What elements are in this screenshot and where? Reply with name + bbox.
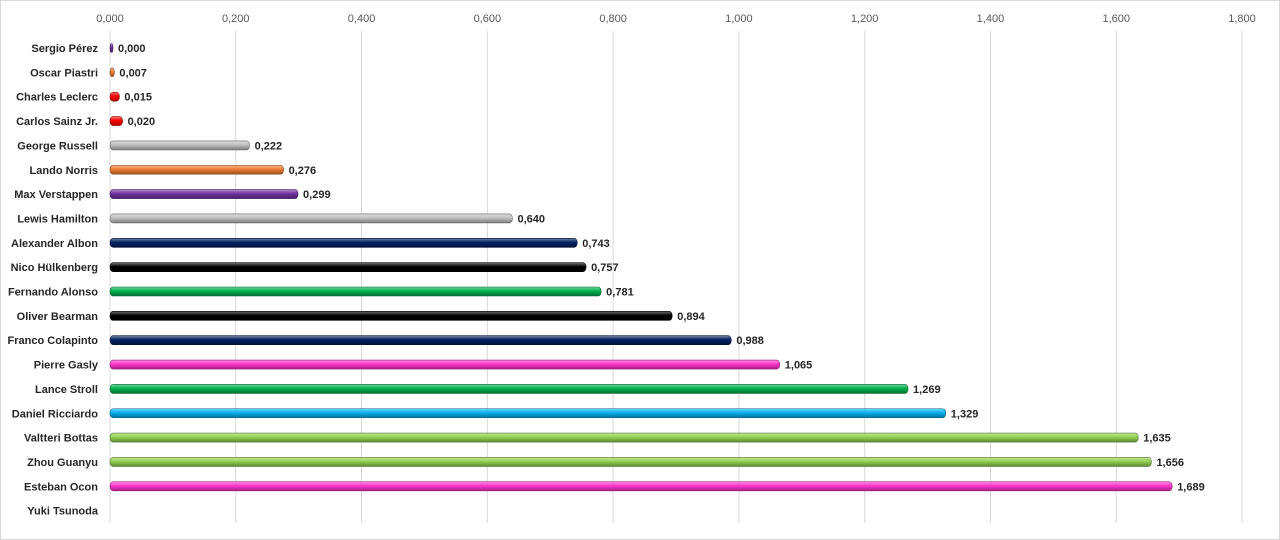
- bar-max-verstappen: [109, 189, 299, 199]
- data-labels: 0,000 0,007 0,015 0,020 0,222 0,276 0,299 0,640…: [118, 43, 1205, 493]
- bar-fernando-alonso: [109, 286, 602, 297]
- category-label: Nico Hülkenberg: [11, 262, 98, 274]
- data-label: 0,894: [677, 311, 705, 323]
- data-label: 0,000: [118, 43, 146, 55]
- category-label: Alexander Albon: [11, 238, 98, 250]
- category-label: Valtteri Bottas: [24, 433, 98, 445]
- data-label: 0,007: [119, 67, 147, 79]
- data-label: 0,757: [591, 262, 619, 274]
- data-label: 0,276: [289, 165, 317, 177]
- category-label: Sergio Pérez: [31, 43, 98, 55]
- x-tick-label: 1,800: [1228, 13, 1256, 25]
- bar-daniel-ricciardo: [109, 408, 947, 419]
- data-label: 1,656: [1156, 457, 1184, 469]
- x-tick-label: 0,800: [599, 13, 627, 25]
- bars: [109, 43, 1173, 492]
- bar-lance-stroll: [109, 384, 909, 394]
- x-tick-label: 0,400: [348, 13, 376, 25]
- bar-zhou-guanyu: [109, 457, 1152, 467]
- category-label: Fernando Alonso: [8, 287, 98, 299]
- category-label: George Russell: [17, 140, 98, 152]
- data-label: 1,329: [951, 408, 979, 420]
- category-label: Daniel Ricciardo: [12, 408, 98, 420]
- bar-charles-leclerc: [109, 91, 120, 102]
- data-label: 0,743: [582, 238, 610, 250]
- data-label: 0,781: [606, 287, 634, 299]
- category-label: Lance Stroll: [35, 384, 98, 396]
- category-label: Oscar Piastri: [30, 67, 98, 79]
- bar-oscar-piastri: [109, 67, 115, 78]
- category-label: Franco Colapinto: [8, 335, 99, 347]
- bar-alexander-albon: [109, 238, 578, 248]
- category-label: Yuki Tsunoda: [27, 506, 99, 518]
- gridlines: [109, 31, 1243, 523]
- category-label: Max Verstappen: [14, 189, 98, 201]
- x-tick-label: 0,600: [474, 13, 502, 25]
- data-label: 0,020: [128, 116, 156, 128]
- category-labels: Sergio Pérez Oscar Piastri Charles Leclerc…: [8, 43, 99, 518]
- bar-nico-hulkenberg: [109, 262, 587, 272]
- category-label: Charles Leclerc: [16, 92, 98, 104]
- x-axis-ticks: 0,000 0,200 0,400 0,600 0,800 1,000 1,200 1,400…: [96, 13, 1256, 25]
- x-tick-label: 1,400: [977, 13, 1005, 25]
- bar-valtteri-bottas: [109, 432, 1139, 443]
- data-label: 0,988: [736, 335, 764, 347]
- x-tick-label: 1,600: [1102, 13, 1130, 25]
- bar-lando-norris: [109, 164, 284, 175]
- x-tick-label: 0,200: [222, 13, 250, 25]
- bar-lewis-hamilton: [109, 213, 513, 224]
- data-label: 0,640: [517, 213, 545, 225]
- category-label: Lando Norris: [30, 165, 98, 177]
- category-label: Oliver Bearman: [17, 311, 99, 323]
- bar-carlos-sainz-jr: [109, 116, 123, 126]
- x-tick-label: 1,000: [725, 13, 753, 25]
- bar-franco-colapinto: [109, 335, 732, 346]
- bar-sergio-perez: [109, 43, 114, 53]
- data-label: 1,065: [785, 360, 813, 372]
- x-tick-label: 1,200: [851, 13, 879, 25]
- data-label: 1,635: [1143, 433, 1171, 445]
- data-label: 1,269: [913, 384, 941, 396]
- data-label: 0,015: [124, 92, 152, 104]
- bar-george-russell: [109, 140, 250, 151]
- category-label: Pierre Gasly: [34, 360, 99, 372]
- bar-pierre-gasly: [109, 359, 781, 370]
- data-label: 0,299: [303, 189, 331, 201]
- category-label: Zhou Guanyu: [27, 457, 98, 469]
- x-tick-label: 0,000: [96, 13, 124, 25]
- category-label: Carlos Sainz Jr.: [16, 116, 98, 128]
- category-label: Lewis Hamilton: [17, 213, 98, 225]
- bar-oliver-bearman: [109, 311, 673, 321]
- data-label: 0,222: [255, 140, 283, 152]
- category-label: Esteban Ocon: [24, 481, 98, 493]
- bar-esteban-ocon: [109, 481, 1173, 492]
- data-label: 1,689: [1177, 481, 1205, 493]
